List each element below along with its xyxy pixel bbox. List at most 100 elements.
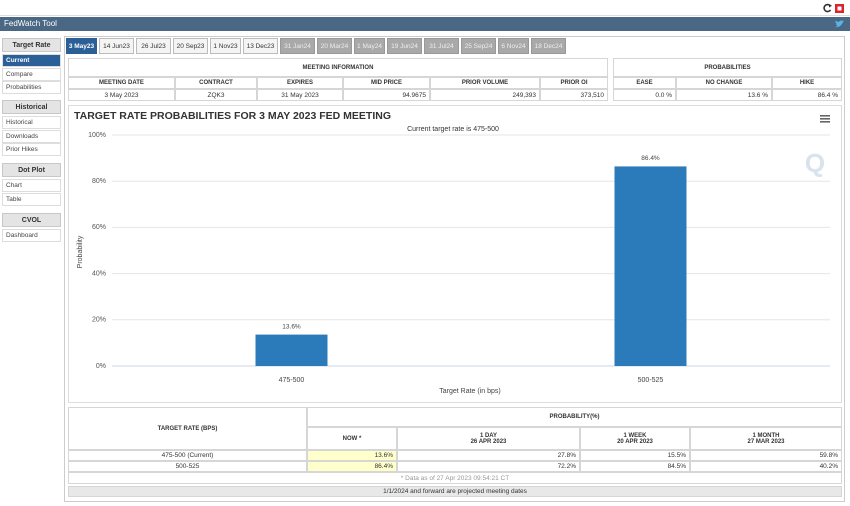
table-cell: 373,510 bbox=[540, 89, 608, 101]
y-tick-label: 40% bbox=[92, 270, 106, 277]
y-tick-label: 60% bbox=[92, 224, 106, 231]
y-tick-label: 100% bbox=[88, 132, 106, 139]
column-header: NOW * bbox=[307, 427, 397, 450]
tab[interactable]: 18 Dec24 bbox=[531, 38, 566, 54]
table-cell: 249,393 bbox=[430, 89, 540, 101]
app-header bbox=[0, 17, 850, 31]
header-label: 1 WEEK bbox=[623, 432, 647, 439]
header-date: 20 APR 2023 bbox=[617, 438, 653, 445]
table-cell: 27.8% bbox=[397, 450, 580, 461]
sidebar-heading: Target Rate bbox=[2, 38, 61, 52]
sidebar-heading: CVOL bbox=[2, 213, 61, 227]
y-axis-title: Probability bbox=[77, 235, 84, 268]
tab[interactable]: 25 Sep24 bbox=[461, 38, 496, 54]
tab[interactable]: 31 Jul24 bbox=[424, 38, 459, 54]
sidebar-item[interactable]: Chart bbox=[2, 179, 61, 192]
watermark: Q bbox=[805, 148, 825, 178]
sidebar-item[interactable]: Downloads bbox=[2, 129, 61, 143]
table-cell: ZQK3 bbox=[175, 89, 257, 101]
tab[interactable]: 1 May24 bbox=[354, 38, 385, 54]
tab[interactable]: 20 Sep23 bbox=[173, 38, 208, 54]
tab[interactable]: 19 Jun24 bbox=[387, 38, 422, 54]
table-cell: 72.2% bbox=[397, 461, 580, 472]
sidebar-heading: Dot Plot bbox=[2, 163, 61, 177]
column-header: CONTRACT bbox=[175, 77, 257, 89]
table-cell: 13.6 % bbox=[676, 89, 772, 101]
chart-title: TARGET RATE PROBABILITIES FOR 3 MAY 2023… bbox=[74, 110, 391, 122]
table-title: MEETING INFORMATION bbox=[68, 58, 608, 77]
column-header: HIKE bbox=[772, 77, 842, 89]
y-tick-label: 20% bbox=[92, 317, 106, 324]
header-date: 26 APR 2023 bbox=[470, 438, 507, 445]
header-date: 27 MAR 2023 bbox=[747, 438, 785, 445]
sidebar-item[interactable]: Current bbox=[2, 54, 61, 67]
tab[interactable]: 3 May23 bbox=[66, 38, 97, 54]
top-bar bbox=[0, 0, 850, 16]
table-cell: 15.5% bbox=[580, 450, 690, 461]
x-tick-label: 500-525 bbox=[638, 377, 664, 384]
bar bbox=[255, 334, 328, 366]
column-header: MID PRICE bbox=[343, 77, 430, 89]
y-tick-label: 0% bbox=[96, 363, 106, 370]
refresh-icon[interactable] bbox=[823, 3, 832, 13]
twitter-icon[interactable] bbox=[834, 19, 845, 29]
x-tick-label: 475-500 bbox=[279, 377, 305, 384]
value-label: 13.6% bbox=[282, 323, 301, 330]
value-label: 86.4% bbox=[641, 155, 660, 162]
chart-panel bbox=[68, 105, 842, 403]
chart-subtitle: Current target rate is 475-500 bbox=[407, 126, 499, 133]
table-title: PROBABILITIES bbox=[613, 58, 842, 77]
y-tick-label: 80% bbox=[92, 178, 106, 185]
header-label: NOW * bbox=[342, 435, 362, 442]
bar bbox=[614, 166, 687, 366]
footer-note: 1/1/2024 and forward are projected meeti… bbox=[68, 486, 842, 497]
tab[interactable]: 20 Mar24 bbox=[317, 38, 352, 54]
table-cell: 59.8% bbox=[690, 450, 842, 461]
column-header: PRIOR VOLUME bbox=[430, 77, 540, 89]
sidebar-heading: Historical bbox=[2, 100, 61, 114]
sidebar-item[interactable]: Prior Hikes bbox=[2, 143, 61, 156]
sidebar-item[interactable]: Historical bbox=[2, 116, 61, 129]
column-header: NO CHANGE bbox=[676, 77, 772, 89]
header-label: 1 DAY bbox=[479, 432, 498, 439]
table-cell: 3 May 2023 bbox=[68, 89, 175, 101]
tab[interactable]: 31 Jan24 bbox=[280, 38, 315, 54]
tab[interactable]: 1 Nov23 bbox=[210, 38, 241, 54]
table-cell: 475-500 (Current) bbox=[68, 450, 307, 461]
sidebar-item[interactable]: Table bbox=[2, 192, 61, 206]
table-note: * Data as of 27 Apr 2023 09:54:21 CT bbox=[68, 472, 842, 484]
tab[interactable]: 6 Nov24 bbox=[498, 38, 529, 54]
table-cell: 94.9675 bbox=[343, 89, 430, 101]
top-icons bbox=[823, 3, 844, 13]
row-header-title: TARGET RATE (BPS) bbox=[68, 407, 307, 450]
table-cell: 31 May 2023 bbox=[257, 89, 343, 101]
table-cell: 500-525 bbox=[68, 461, 307, 472]
table-title: PROBABILITY(%) bbox=[307, 407, 842, 427]
table-cell: 84.5% bbox=[580, 461, 690, 472]
sidebar-item[interactable]: Probabilities bbox=[2, 81, 61, 94]
table-cell: 0.0 % bbox=[613, 89, 676, 101]
sidebar-item[interactable]: Compare bbox=[2, 67, 61, 81]
column-header: 1 WEEK 20 APR 2023 bbox=[580, 427, 690, 450]
tab[interactable]: 26 Jul23 bbox=[136, 38, 171, 54]
column-header: PRIOR OI bbox=[540, 77, 608, 89]
table-cell: 86.4% bbox=[307, 461, 397, 472]
header-label: 1 MONTH bbox=[752, 432, 780, 439]
app-title: FedWatch Tool bbox=[4, 19, 57, 28]
column-header: 1 DAY 26 APR 2023 bbox=[397, 427, 580, 450]
table-cell: 13.6% bbox=[307, 450, 397, 461]
main-panel bbox=[64, 36, 845, 502]
sidebar-item[interactable]: Dashboard bbox=[2, 229, 61, 242]
column-header: MEETING DATE bbox=[68, 77, 175, 89]
table-cell: 40.2% bbox=[690, 461, 842, 472]
tab[interactable]: 13 Dec23 bbox=[243, 38, 278, 54]
x-axis-title: Target Rate (in bps) bbox=[439, 388, 500, 395]
table-cell: 86.4 % bbox=[772, 89, 842, 101]
menu-icon[interactable] bbox=[820, 115, 830, 123]
column-header: EASE bbox=[613, 77, 676, 89]
tab[interactable]: 14 Jun23 bbox=[99, 38, 134, 54]
column-header: 1 MONTH 27 MAR 2023 bbox=[690, 427, 842, 450]
column-header: EXPIRES bbox=[257, 77, 343, 89]
